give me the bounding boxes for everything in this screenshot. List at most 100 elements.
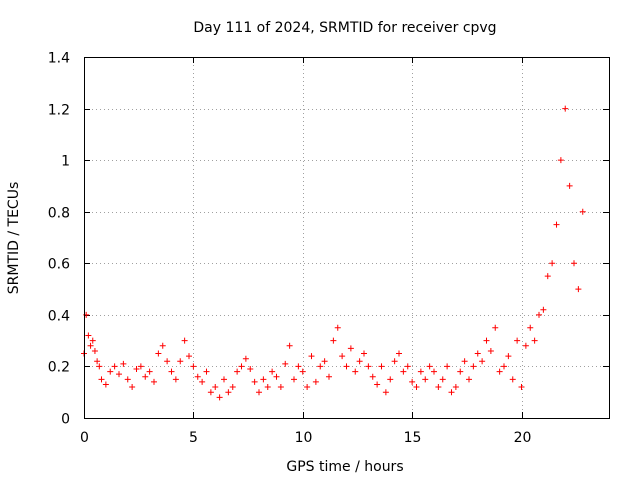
x-tick-label: 5 bbox=[189, 430, 198, 446]
data-point bbox=[514, 337, 521, 344]
data-point bbox=[378, 363, 385, 370]
data-point bbox=[87, 342, 94, 349]
data-point bbox=[172, 376, 179, 383]
data-point bbox=[431, 368, 437, 375]
data-point bbox=[404, 363, 411, 370]
data-point bbox=[391, 358, 398, 365]
data-point bbox=[540, 306, 547, 313]
plot-frame bbox=[84, 57, 610, 419]
data-points bbox=[81, 105, 586, 401]
data-point bbox=[422, 376, 429, 383]
data-point bbox=[571, 260, 577, 267]
x-tick-label: 0 bbox=[80, 430, 89, 446]
data-point bbox=[221, 376, 227, 383]
data-point bbox=[312, 378, 319, 385]
data-point bbox=[304, 384, 311, 391]
data-point bbox=[575, 286, 582, 293]
data-point bbox=[111, 363, 118, 370]
data-point bbox=[536, 311, 542, 318]
data-point bbox=[190, 363, 197, 370]
y-axis-label: SRMTID / TECUs bbox=[6, 182, 22, 295]
data-point bbox=[137, 363, 144, 370]
data-point bbox=[291, 376, 297, 383]
data-point bbox=[299, 368, 306, 375]
data-point bbox=[321, 358, 328, 365]
data-point bbox=[448, 389, 455, 396]
data-point bbox=[339, 353, 346, 360]
data-point bbox=[330, 337, 337, 344]
data-point bbox=[96, 363, 103, 370]
data-point bbox=[199, 378, 206, 385]
data-point bbox=[85, 332, 92, 339]
grid-lines bbox=[84, 57, 609, 418]
data-point bbox=[396, 350, 402, 357]
data-point bbox=[181, 337, 188, 344]
y-tick-label: 1 bbox=[61, 154, 70, 170]
data-point bbox=[369, 373, 376, 380]
data-point bbox=[518, 384, 525, 391]
data-point bbox=[142, 373, 149, 380]
data-point bbox=[177, 358, 184, 365]
chart-title: Day 111 of 2024, SRMTID for receiver cpv… bbox=[193, 20, 496, 36]
data-point bbox=[264, 384, 271, 391]
y-tick-label: 0 bbox=[61, 412, 70, 428]
data-point bbox=[356, 358, 363, 365]
data-point bbox=[417, 368, 424, 375]
y-tick-label: 0.6 bbox=[48, 257, 70, 273]
data-point bbox=[277, 384, 284, 391]
data-point bbox=[413, 384, 420, 391]
data-point bbox=[102, 381, 109, 388]
data-point bbox=[120, 360, 127, 367]
data-point bbox=[496, 368, 503, 375]
data-point bbox=[435, 384, 442, 391]
data-point bbox=[439, 376, 446, 383]
y-tick-label: 1.2 bbox=[48, 103, 70, 119]
y-tick-label: 0.4 bbox=[48, 309, 70, 325]
data-point bbox=[216, 394, 223, 401]
data-point bbox=[557, 157, 564, 164]
data-point bbox=[133, 366, 140, 373]
data-point bbox=[457, 368, 464, 375]
data-point bbox=[91, 347, 98, 354]
data-point bbox=[168, 368, 175, 375]
data-point bbox=[273, 373, 280, 380]
x-axis-label: GPS time / hours bbox=[286, 459, 403, 475]
data-point bbox=[579, 208, 586, 215]
data-point bbox=[212, 384, 219, 391]
data-point bbox=[238, 363, 245, 370]
y-tick-label: 0.2 bbox=[48, 360, 70, 376]
data-point bbox=[286, 342, 293, 349]
data-point bbox=[474, 350, 481, 357]
data-point bbox=[203, 368, 210, 375]
data-point bbox=[531, 337, 538, 344]
data-point bbox=[343, 363, 350, 370]
data-point bbox=[382, 389, 389, 396]
data-point bbox=[242, 355, 249, 362]
data-point bbox=[452, 384, 459, 391]
data-point bbox=[164, 358, 171, 365]
y-tick-label: 0.8 bbox=[48, 206, 70, 222]
data-point bbox=[347, 345, 354, 352]
data-point bbox=[334, 324, 341, 331]
data-point bbox=[352, 368, 359, 375]
data-point bbox=[124, 376, 131, 383]
data-point bbox=[308, 353, 315, 360]
data-point bbox=[269, 368, 276, 375]
data-point bbox=[409, 378, 416, 385]
data-point bbox=[492, 324, 499, 331]
data-point bbox=[116, 371, 122, 378]
data-point bbox=[107, 368, 114, 375]
data-point bbox=[562, 105, 569, 112]
data-point bbox=[387, 376, 394, 383]
data-point bbox=[527, 324, 534, 331]
data-point bbox=[509, 376, 516, 383]
data-point bbox=[229, 384, 236, 391]
data-point bbox=[98, 376, 105, 383]
data-point bbox=[251, 378, 258, 385]
data-point bbox=[146, 368, 153, 375]
data-point bbox=[94, 358, 101, 365]
data-point bbox=[466, 376, 472, 383]
data-point bbox=[247, 366, 254, 373]
data-point bbox=[374, 381, 381, 388]
